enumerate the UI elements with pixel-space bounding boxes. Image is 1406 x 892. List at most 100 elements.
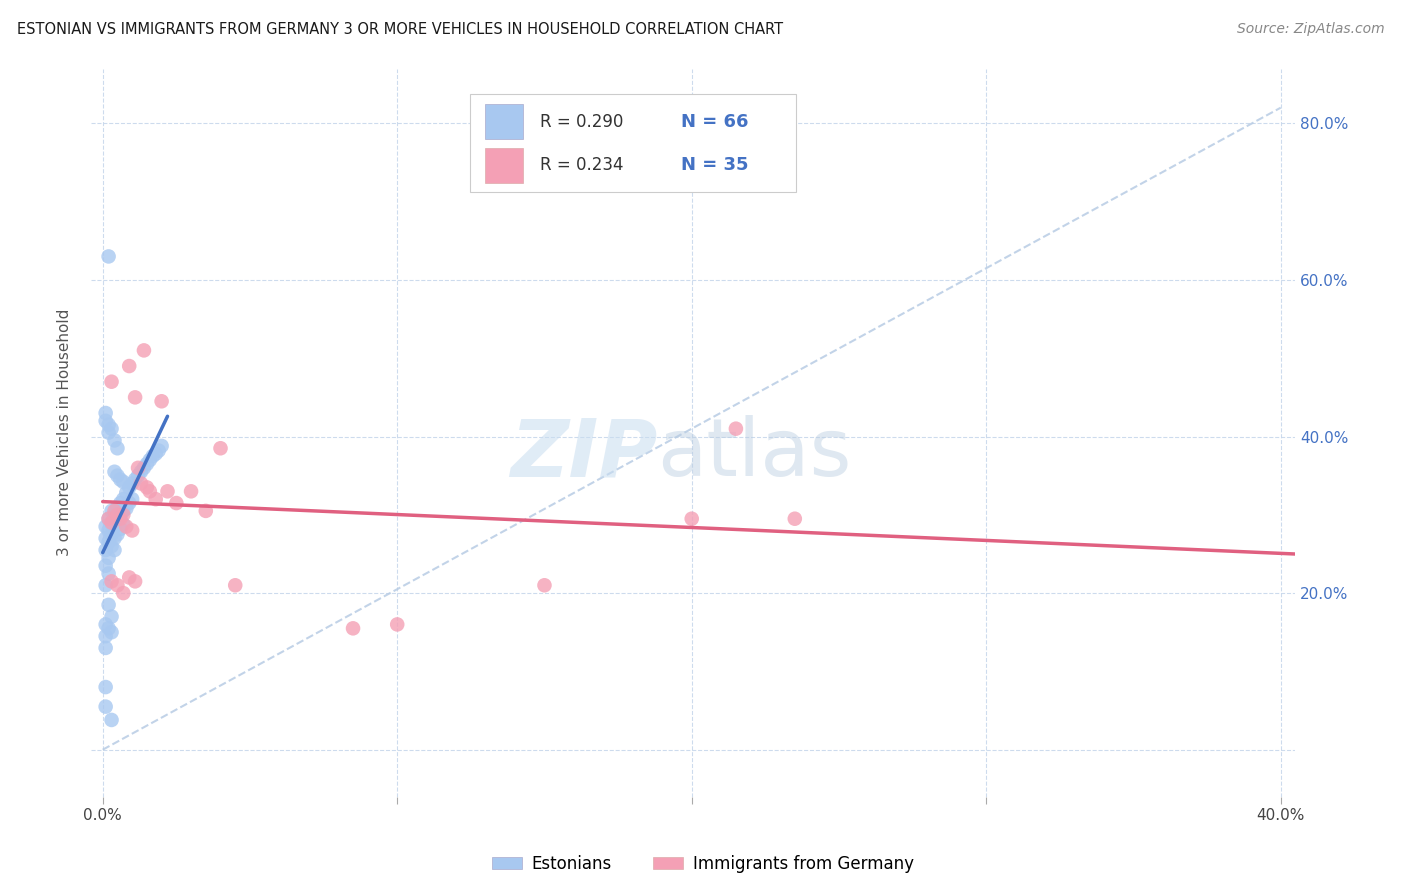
Point	[783, 512, 806, 526]
Point	[112, 517, 135, 532]
Point	[103, 434, 125, 448]
Point	[94, 699, 117, 714]
Point	[129, 476, 152, 491]
Point	[107, 442, 129, 456]
Point	[94, 629, 117, 643]
Point	[110, 512, 132, 526]
Point	[121, 524, 143, 538]
Point	[145, 492, 167, 507]
Point	[97, 524, 120, 538]
Point	[112, 508, 135, 522]
Point	[194, 504, 217, 518]
Point	[97, 425, 120, 440]
Point	[100, 504, 122, 518]
Point	[115, 501, 138, 516]
Point	[118, 496, 141, 510]
Point	[94, 543, 117, 558]
Point	[94, 531, 117, 545]
Point	[107, 500, 129, 514]
Text: ZIP: ZIP	[510, 416, 657, 493]
Point	[681, 512, 703, 526]
Point	[145, 447, 167, 461]
Point	[533, 578, 555, 592]
Point	[97, 249, 120, 263]
Point	[97, 566, 120, 581]
Point	[94, 414, 117, 428]
Point	[107, 578, 129, 592]
Point	[100, 609, 122, 624]
Point	[118, 570, 141, 584]
Point	[124, 473, 146, 487]
Legend: Estonians, Immigrants from Germany: Estonians, Immigrants from Germany	[485, 848, 921, 880]
Text: R = 0.290: R = 0.290	[540, 112, 624, 130]
Point	[103, 504, 125, 518]
Point	[132, 460, 155, 475]
Point	[156, 484, 179, 499]
Point	[103, 519, 125, 533]
Point	[132, 343, 155, 358]
Text: Source: ZipAtlas.com: Source: ZipAtlas.com	[1237, 22, 1385, 37]
Point	[124, 390, 146, 404]
Point	[139, 453, 162, 467]
FancyBboxPatch shape	[471, 94, 796, 193]
Text: R = 0.234: R = 0.234	[540, 156, 624, 174]
Point	[97, 621, 120, 635]
Point	[115, 486, 138, 500]
Point	[94, 578, 117, 592]
Point	[127, 468, 149, 483]
Point	[97, 535, 120, 549]
Point	[209, 442, 232, 456]
Point	[121, 492, 143, 507]
Point	[224, 578, 246, 592]
Point	[110, 473, 132, 487]
Point	[165, 496, 187, 510]
Point	[103, 465, 125, 479]
Point	[180, 484, 202, 499]
Point	[97, 598, 120, 612]
Point	[100, 516, 122, 530]
Point	[110, 508, 132, 522]
Point	[142, 449, 165, 463]
Y-axis label: 3 or more Vehicles in Household: 3 or more Vehicles in Household	[58, 309, 72, 557]
Point	[150, 439, 173, 453]
Point	[100, 516, 122, 530]
Point	[97, 512, 120, 526]
Point	[100, 713, 122, 727]
Point	[94, 406, 117, 420]
Point	[129, 465, 152, 479]
Text: N = 35: N = 35	[681, 156, 748, 174]
Point	[97, 550, 120, 565]
Point	[107, 527, 129, 541]
Point	[94, 680, 117, 694]
Point	[103, 531, 125, 545]
Text: atlas: atlas	[657, 416, 852, 493]
Point	[94, 640, 117, 655]
Point	[103, 508, 125, 522]
Point	[110, 496, 132, 510]
Point	[100, 527, 122, 541]
Point	[121, 476, 143, 491]
Point	[115, 519, 138, 533]
Point	[94, 558, 117, 573]
Point	[112, 504, 135, 518]
Point	[100, 539, 122, 553]
Point	[124, 574, 146, 589]
Point	[127, 460, 149, 475]
Point	[724, 422, 747, 436]
Point	[103, 543, 125, 558]
Point	[112, 475, 135, 489]
Point	[139, 484, 162, 499]
Point	[112, 586, 135, 600]
Point	[100, 375, 122, 389]
Point	[118, 480, 141, 494]
Text: N = 66: N = 66	[681, 112, 748, 130]
Point	[148, 443, 170, 458]
Point	[97, 417, 120, 432]
Point	[112, 492, 135, 507]
Point	[94, 519, 117, 533]
Point	[135, 480, 157, 494]
Point	[100, 625, 122, 640]
Point	[107, 468, 129, 483]
Point	[100, 422, 122, 436]
Point	[107, 508, 129, 522]
